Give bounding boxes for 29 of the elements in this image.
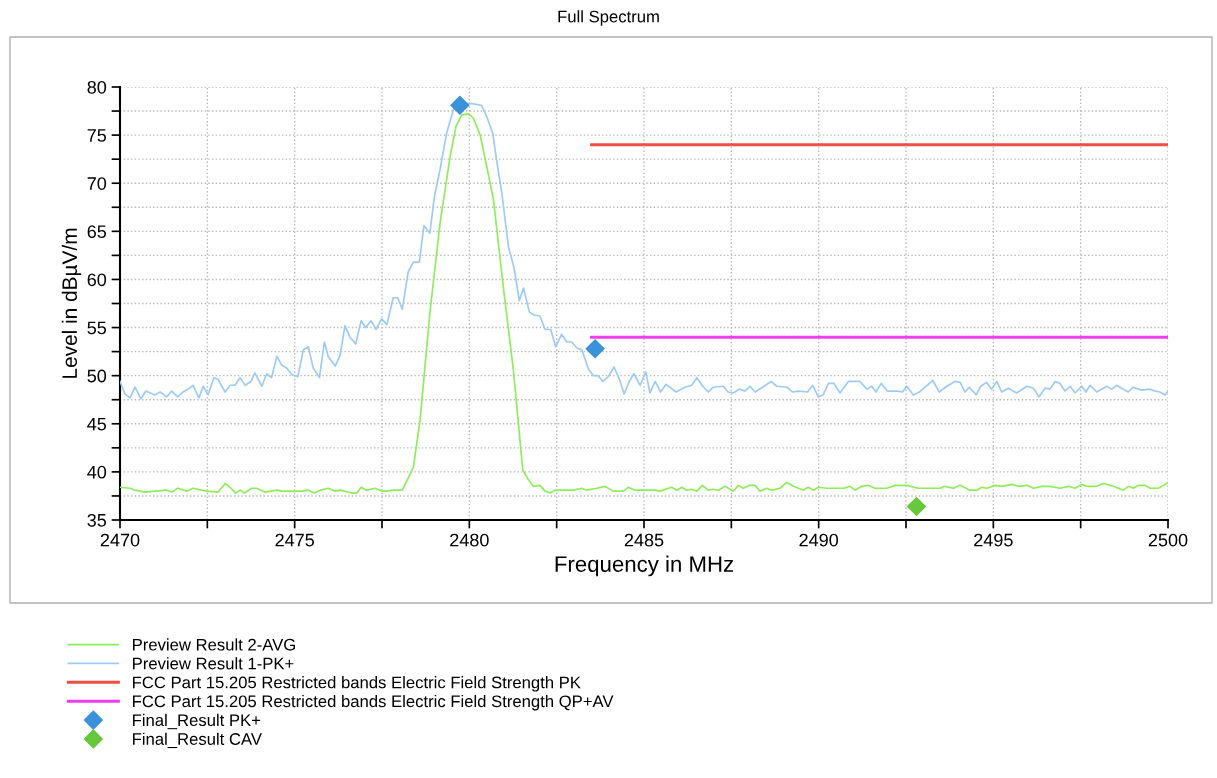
x-tick-label: 2480 bbox=[450, 533, 489, 547]
legend-label: Preview Result 2-AVG bbox=[133, 638, 295, 651]
y-tick-label: 45 bbox=[87, 417, 107, 431]
y-tick-label: 80 bbox=[87, 80, 107, 94]
y-tick-label: 75 bbox=[87, 129, 107, 142]
y-tick-label: 60 bbox=[87, 273, 107, 287]
legend-label: Final_Result PK+ bbox=[133, 713, 261, 730]
y-tick-label: 65 bbox=[87, 225, 107, 239]
y-tick-label: 35 bbox=[87, 513, 107, 527]
y-tick-label: 50 bbox=[87, 369, 107, 383]
chart-title: Full Spectrum bbox=[558, 10, 659, 26]
y-axis-title: Level in dBµV/m bbox=[61, 228, 82, 378]
y-tick-label: 40 bbox=[87, 465, 107, 479]
legend-label: Final_Result CAV bbox=[133, 732, 262, 749]
x-axis-title: Frequency in MHz bbox=[555, 555, 734, 577]
x-tick-label: 2495 bbox=[974, 533, 1013, 547]
point bbox=[906, 496, 927, 517]
x-tick-label: 2490 bbox=[799, 533, 839, 547]
y-tick-label: 55 bbox=[87, 321, 107, 335]
legend-label: FCC Part 15.205 Restricted bands Electric Field Strength PK bbox=[133, 676, 581, 692]
point bbox=[450, 95, 470, 115]
point bbox=[585, 339, 605, 359]
x-tick-label: 2485 bbox=[624, 533, 664, 547]
legend-label: FCC Part 15.205 Restricted bands Electric Field Strength QP+AV bbox=[133, 694, 614, 711]
x-tick-label: 2500 bbox=[1148, 533, 1188, 547]
x-tick-label: 2470 bbox=[100, 533, 140, 547]
x-tick-label: 2475 bbox=[275, 533, 314, 547]
y-tick-label: 70 bbox=[87, 177, 107, 190]
legend-label: Preview Result 1-PK+ bbox=[133, 657, 294, 670]
